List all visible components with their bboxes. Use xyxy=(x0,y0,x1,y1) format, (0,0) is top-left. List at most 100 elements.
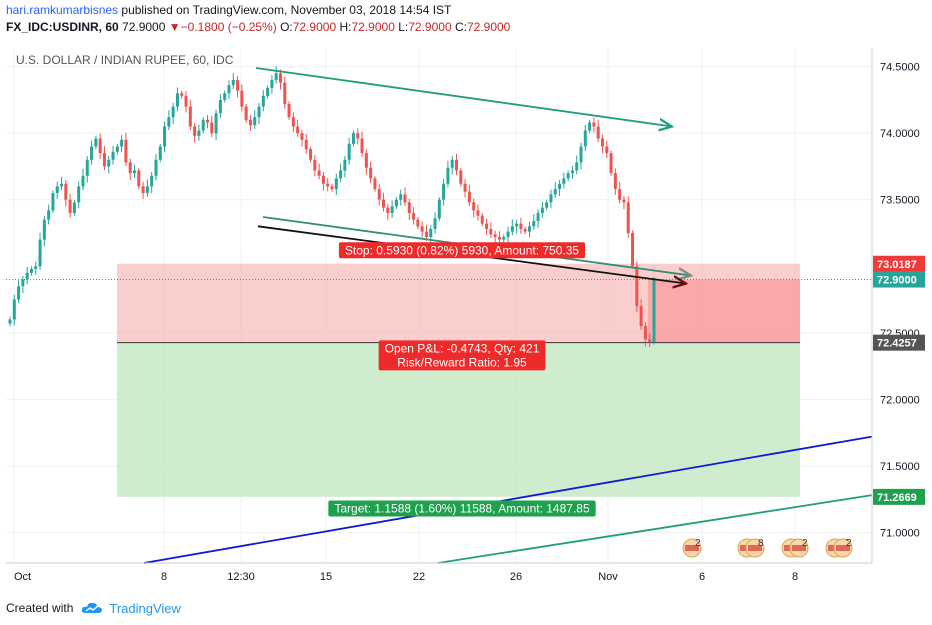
candle-body xyxy=(223,93,227,100)
candle-body xyxy=(47,210,51,220)
candle-body xyxy=(609,153,613,174)
ohlc-line: FX_IDC:USDINR, 60 72.9000 ▼−0.1800 (−0.2… xyxy=(6,19,926,36)
candle-body xyxy=(197,130,201,136)
candle-body xyxy=(102,153,106,167)
down-arrow-icon: ▼ xyxy=(168,20,181,34)
publish-info: published on TradingView.com, November 0… xyxy=(121,3,452,17)
high-value: 72.9000 xyxy=(351,20,395,34)
stop-zone-active xyxy=(648,279,800,343)
candle-body xyxy=(72,202,76,214)
candle-body xyxy=(334,178,338,190)
candle-body xyxy=(184,95,188,107)
candle-body xyxy=(394,199,398,207)
y-tick-label: 71.5000 xyxy=(880,461,920,473)
candle-body xyxy=(596,126,600,139)
candle-body xyxy=(600,138,604,147)
candle-body xyxy=(386,207,390,214)
candle-body xyxy=(201,119,205,131)
candle-body xyxy=(124,139,128,163)
candle-body xyxy=(133,170,137,174)
us-flag-icon xyxy=(748,545,762,551)
candle-body xyxy=(467,191,471,203)
candle-body xyxy=(442,183,446,200)
candle-body xyxy=(532,220,536,227)
time-axis[interactable]: Oct 8 12:30 15 22 26 Nov 6 8 xyxy=(14,571,798,583)
us-flag-icon xyxy=(792,545,806,551)
candle-body xyxy=(154,159,158,176)
tradingview-brand[interactable]: TradingView xyxy=(109,600,181,616)
candle-body xyxy=(446,167,450,184)
y-tick-label: 74.5000 xyxy=(880,62,920,74)
candle-body xyxy=(562,178,566,184)
candle-body xyxy=(523,228,527,232)
candle-body xyxy=(416,219,420,227)
candle-body xyxy=(493,234,497,237)
stop-label: Stop: 0.5930 (0.82%) 5930, Amount: 750.3… xyxy=(345,243,579,257)
candle-body xyxy=(583,130,587,147)
candle-body xyxy=(141,186,145,194)
author-link[interactable]: hari.ramkumarbisnes xyxy=(6,3,119,17)
candle-body xyxy=(553,189,557,195)
candle-body xyxy=(510,226,514,232)
candle-body xyxy=(38,239,42,267)
x-tick-label: Nov xyxy=(598,571,618,583)
candle-body xyxy=(248,119,252,126)
candle-body xyxy=(480,215,484,224)
price-tag-label: 73.0187 xyxy=(877,259,917,271)
candle-body xyxy=(631,232,635,267)
price-tag-label: 72.4257 xyxy=(877,338,917,350)
x-tick-label: 15 xyxy=(320,571,332,583)
price-tag-label: 72.9000 xyxy=(877,275,917,287)
candle-body xyxy=(592,122,596,127)
candle-body xyxy=(317,170,321,176)
candle-body xyxy=(330,186,334,190)
candle-body xyxy=(175,93,179,107)
candle-body xyxy=(244,106,248,120)
candle-body xyxy=(545,202,549,208)
candle-body xyxy=(566,173,570,179)
x-tick-label: 8 xyxy=(161,571,167,583)
candle-body xyxy=(309,149,313,160)
candle-body xyxy=(450,159,454,168)
price-tags: 73.0187 72.9000 72.4257 71.2669 xyxy=(873,255,925,505)
candle-body xyxy=(227,85,231,94)
x-tick-label: 22 xyxy=(413,571,425,583)
candle-body xyxy=(459,170,463,184)
candle-body xyxy=(291,117,295,127)
candle-body xyxy=(85,159,89,176)
candle-body xyxy=(536,213,540,221)
price-tag-box xyxy=(873,271,925,288)
price-axis[interactable]: 74.500074.000073.500072.500072.000071.50… xyxy=(880,62,920,540)
close-value: 72.9000 xyxy=(466,20,511,34)
event-badge-count: 2 xyxy=(846,538,852,549)
support-line-teal[interactable] xyxy=(437,494,873,564)
event-badges[interactable]: 22852272 xyxy=(682,538,853,558)
upper-channel-line[interactable] xyxy=(255,67,672,127)
chart-area[interactable]: 22852272 Stop: 0.5930 (0.82%) 5930, Amou… xyxy=(6,48,926,585)
candle-body xyxy=(193,126,197,136)
candle-body xyxy=(605,146,609,154)
candle-body xyxy=(347,143,351,160)
candle-body xyxy=(214,113,218,134)
candle-body xyxy=(622,199,626,203)
candle-body xyxy=(351,133,355,144)
candle-body xyxy=(373,178,377,190)
candle-body xyxy=(115,146,119,152)
support-line-blue[interactable] xyxy=(143,435,873,564)
candle-body xyxy=(98,138,102,154)
candle-body xyxy=(287,103,291,118)
candle-body xyxy=(390,206,394,214)
candle-body xyxy=(55,186,59,194)
risk-reward-label: Risk/Reward Ratio: 1.95 xyxy=(397,355,527,369)
chart-header: hari.ramkumarbisnes published on Trading… xyxy=(6,2,926,36)
candle-body xyxy=(399,194,403,200)
candle-body xyxy=(304,139,308,150)
price-chart[interactable]: 22852272 Stop: 0.5930 (0.82%) 5930, Amou… xyxy=(6,48,926,585)
candle-body xyxy=(635,266,639,307)
candle-body xyxy=(218,99,222,114)
created-with-text: Created with xyxy=(6,601,74,615)
tradingview-cloud-icon xyxy=(82,602,103,613)
candle-body xyxy=(570,170,574,174)
candle-body xyxy=(618,189,622,200)
candle-body xyxy=(17,286,21,300)
